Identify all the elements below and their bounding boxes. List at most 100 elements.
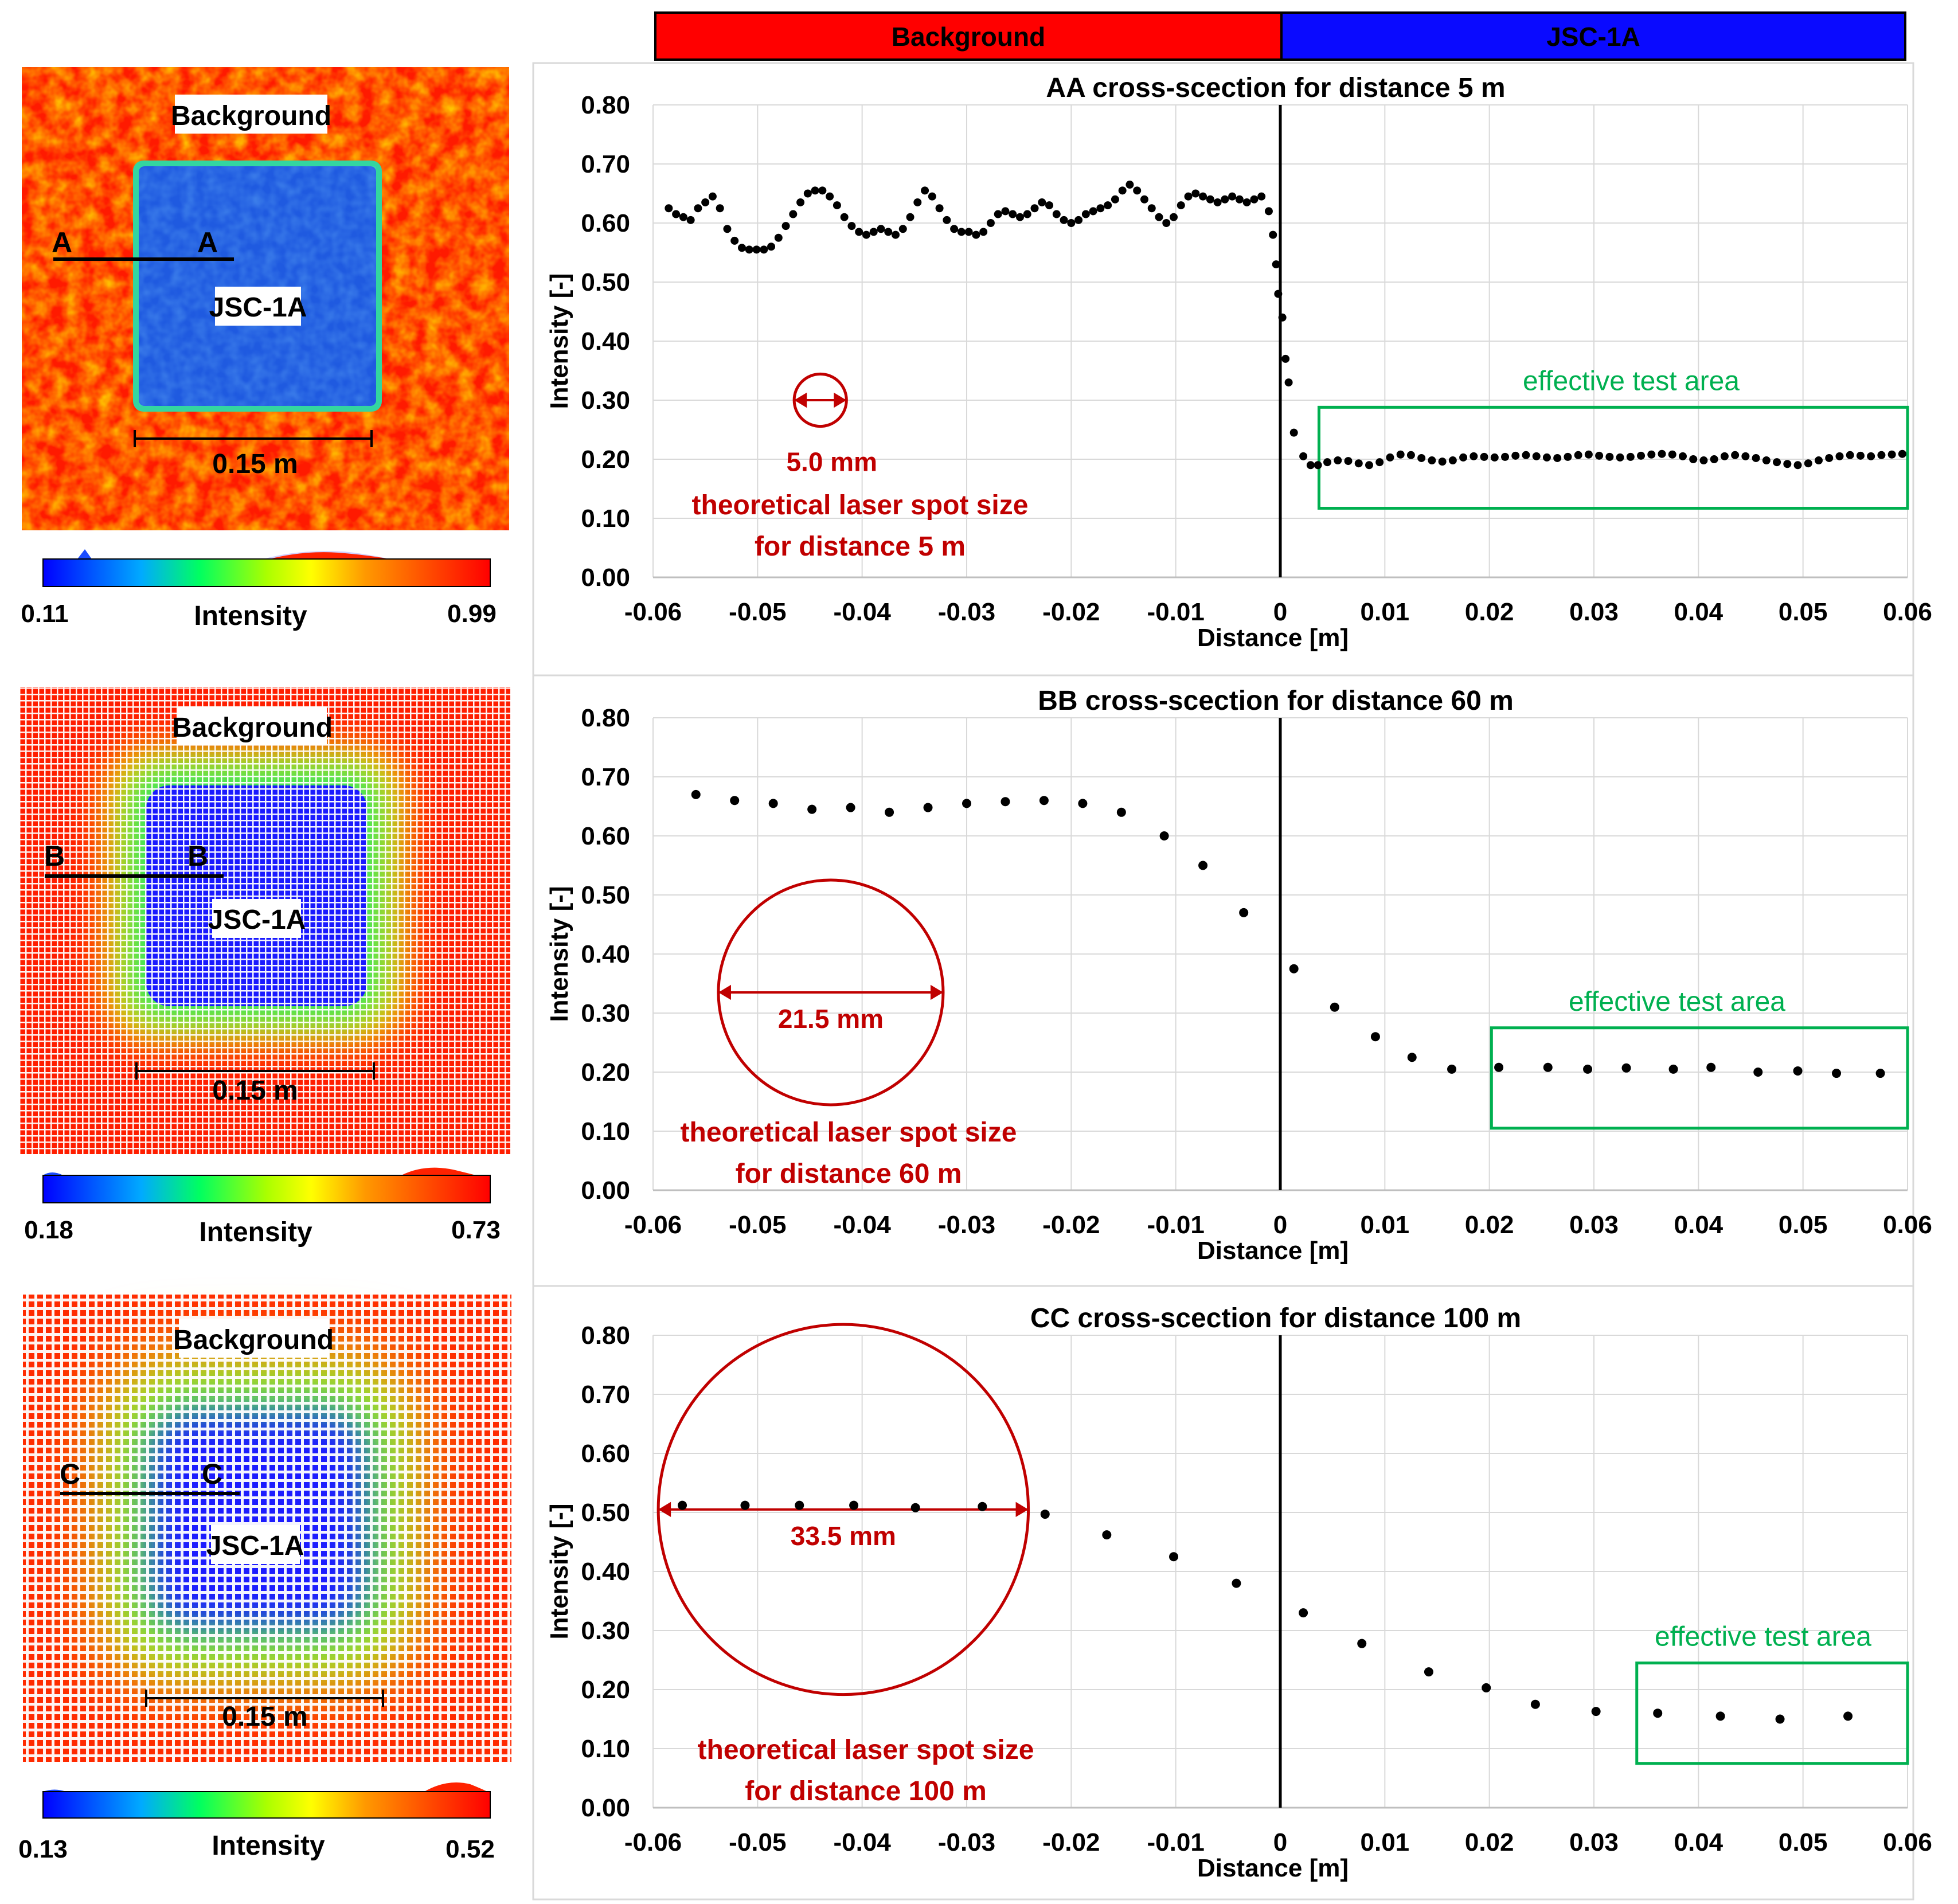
data-point <box>686 216 695 224</box>
x-tick-label: -0.01 <box>1147 1211 1205 1239</box>
y-axis-label: Intensity [-] <box>545 273 573 409</box>
data-point <box>1140 195 1148 204</box>
x-tick-label: 0 <box>1273 598 1287 626</box>
effective-test-area-label: effective test area <box>1523 366 1740 396</box>
data-point <box>665 204 673 213</box>
x-tick-label: 0.04 <box>1674 598 1723 626</box>
data-point <box>1365 461 1373 470</box>
x-tick-label: 0.02 <box>1465 598 1514 626</box>
data-point <box>1887 450 1896 459</box>
data-point <box>1658 449 1666 458</box>
data-point <box>1706 1062 1716 1072</box>
data-point <box>781 222 790 230</box>
data-point <box>910 1503 920 1512</box>
x-tick-label: -0.05 <box>729 598 786 626</box>
data-point <box>986 219 995 227</box>
x-tick-label: 0.05 <box>1779 1828 1828 1856</box>
data-point <box>1133 186 1142 195</box>
laser-spot-arrowhead <box>1015 1502 1029 1518</box>
data-point <box>1542 453 1551 462</box>
data-point <box>1752 453 1760 462</box>
data-point <box>840 213 849 221</box>
data-point <box>1089 207 1097 216</box>
x-tick-label: -0.06 <box>624 598 682 626</box>
data-point <box>1731 451 1740 459</box>
laser-spot-caption: for distance 5 m <box>755 531 966 562</box>
y-tick-label: 0.30 <box>581 1617 630 1645</box>
y-tick-label: 0.70 <box>581 150 630 178</box>
data-point <box>962 799 971 808</box>
data-point <box>906 213 914 221</box>
data-point <box>877 225 885 233</box>
data-point <box>979 228 988 236</box>
x-tick-label: -0.04 <box>834 1211 892 1239</box>
map-background-label: Background <box>171 101 331 131</box>
map-label-box <box>177 706 327 745</box>
data-point <box>1289 428 1298 437</box>
data-point <box>1637 451 1646 460</box>
header-bar: Background JSC-1A <box>654 11 1906 61</box>
data-point <box>1125 181 1134 189</box>
data-point <box>1221 195 1229 204</box>
laser-spot-arrowhead <box>794 392 807 408</box>
x-tick-label: -0.04 <box>834 598 892 626</box>
data-point <box>691 789 701 799</box>
data-point <box>1867 452 1875 460</box>
colorbar-title: Intensity <box>212 1831 325 1861</box>
data-point <box>1354 459 1363 468</box>
data-point <box>1741 452 1750 460</box>
data-point <box>892 230 900 239</box>
data-point <box>1564 452 1572 461</box>
data-point <box>730 236 739 245</box>
y-tick-label: 0.80 <box>581 704 630 732</box>
data-point <box>1668 450 1676 459</box>
colorbar-title: Intensity <box>199 1217 312 1248</box>
data-point <box>1299 452 1308 460</box>
data-point <box>1278 313 1287 322</box>
map-material-label: JSC-1A <box>208 905 306 935</box>
data-point <box>855 228 863 236</box>
chart-aa-cross-section: -0.06 -0.05 -0.04 -0.03 -0.02 -0.01 0 0.01 0.02 0… <box>545 73 1932 652</box>
data-point <box>807 804 817 814</box>
data-point <box>1605 452 1614 461</box>
data-point <box>1235 195 1244 204</box>
section-letter-left: B <box>44 840 65 872</box>
data-point <box>928 192 936 201</box>
data-point <box>1306 461 1315 470</box>
x-tick-label: -0.03 <box>938 1211 995 1239</box>
x-tick-label: 0.03 <box>1569 1211 1619 1239</box>
data-point <box>1438 458 1447 466</box>
data-point <box>1494 1062 1504 1072</box>
data-point <box>1198 861 1208 870</box>
laser-spot-size-label: 5.0 mm <box>786 447 877 477</box>
data-point <box>1074 216 1083 224</box>
data-point <box>1825 453 1834 462</box>
data-point <box>1459 453 1468 462</box>
data-point <box>921 186 929 195</box>
laser-spot-caption: for distance 60 m <box>736 1159 962 1189</box>
data-point <box>1846 451 1854 459</box>
chart-title: AA cross-scection for distance 5 m <box>1046 73 1505 103</box>
data-point <box>708 192 717 201</box>
laser-spot-caption: for distance 100 m <box>745 1776 987 1807</box>
data-point <box>1269 230 1277 239</box>
data-point <box>1678 452 1687 460</box>
data-point <box>884 228 893 236</box>
colorbar-title: Intensity <box>194 601 307 631</box>
colorbar-min: 0.11 <box>21 600 68 628</box>
data-point <box>1067 219 1076 227</box>
data-point <box>1647 450 1656 459</box>
y-tick-label: 0.50 <box>581 268 630 296</box>
data-point <box>1448 456 1457 465</box>
y-tick-label: 0.00 <box>581 1794 630 1822</box>
data-point <box>1490 453 1499 462</box>
data-point <box>1177 201 1185 210</box>
section-letter-right: B <box>187 840 208 872</box>
data-point <box>1289 964 1299 973</box>
data-point <box>1753 1068 1763 1077</box>
data-point <box>1832 1069 1842 1078</box>
data-point <box>723 225 732 233</box>
colorbar-bb: 0.18 Intensity 0.73 <box>24 1167 501 1248</box>
scale-label: 0.15 m <box>212 1076 298 1106</box>
